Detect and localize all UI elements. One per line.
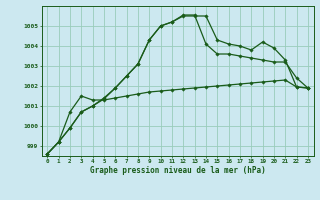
X-axis label: Graphe pression niveau de la mer (hPa): Graphe pression niveau de la mer (hPa): [90, 166, 266, 175]
